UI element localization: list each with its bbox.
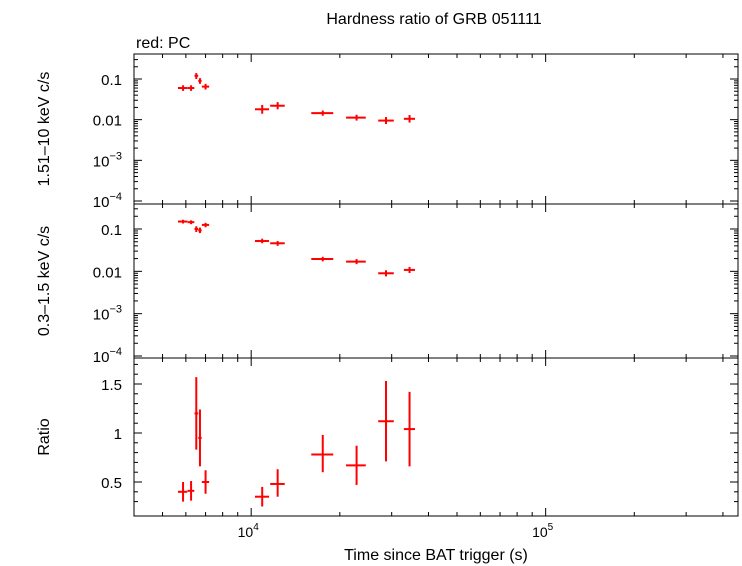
data-point-hard (311, 110, 334, 116)
data-point-ratio (270, 469, 285, 497)
y-tick-label: 10−4 (93, 191, 122, 211)
x-tick-label: 105 (532, 522, 554, 540)
y-tick-label: 10−3 (93, 150, 122, 170)
legend-label: red: PC (136, 35, 190, 52)
y-axis-label-hard: 1.51–10 keV c/s (36, 72, 53, 187)
x-axis-label: Time since BAT trigger (s) (344, 547, 528, 564)
axis-ticks (133, 54, 738, 516)
data-points (177, 73, 415, 507)
data-point-ratio (378, 381, 394, 462)
data-point-hard (198, 78, 202, 84)
data-point-soft (270, 241, 285, 246)
y-tick-label: 1 (114, 426, 122, 443)
panel-soft-frame (133, 203, 739, 359)
data-point-soft (346, 259, 366, 265)
panel-ratio-frame (133, 357, 739, 517)
y-tick-label: 1.5 (101, 377, 122, 394)
x-tick-label: 104 (238, 522, 260, 540)
data-point-soft (187, 220, 195, 225)
y-tick-label: 0.1 (101, 222, 122, 239)
data-point-ratio (187, 481, 195, 501)
panel-hard-frame (133, 53, 739, 205)
data-point-hard (254, 104, 270, 114)
chart-title: Hardness ratio of GRB 051111 (326, 11, 541, 28)
data-point-ratio (198, 409, 202, 467)
data-point-soft (177, 219, 188, 224)
data-point-ratio (177, 482, 188, 502)
data-point-hard (403, 115, 415, 123)
data-point-soft (311, 256, 334, 262)
y-tick-label: 10−4 (93, 346, 122, 366)
y-tick-label: 0.1 (101, 72, 122, 89)
data-point-hard (378, 117, 394, 125)
data-point-ratio (403, 391, 415, 467)
data-point-soft (198, 227, 202, 234)
data-point-hard (346, 114, 366, 121)
data-point-ratio (311, 434, 334, 473)
data-point-soft (254, 238, 270, 244)
y-tick-label: 10−3 (93, 304, 122, 324)
data-point-hard (187, 85, 195, 91)
data-point-soft (201, 222, 210, 228)
data-point-soft (403, 266, 415, 274)
data-point-ratio (254, 486, 270, 507)
data-point-hard (177, 85, 188, 91)
y-tick-label: 0.01 (93, 113, 122, 130)
data-point-hard (201, 83, 210, 90)
y-axis-label-soft: 0.3–1.5 keV c/s (36, 226, 53, 336)
data-point-ratio (346, 445, 366, 485)
data-point-ratio (201, 470, 210, 494)
axis-labels: 104 105 0.1 0.01 10−3 10−4 1.51–10 keV c/s 0.1 0… (36, 72, 554, 540)
y-tick-label: 0.5 (101, 475, 122, 492)
data-point-soft (378, 270, 394, 277)
data-point-hard (270, 102, 285, 110)
data-point-hard (194, 73, 199, 79)
y-axis-label-ratio: Ratio (36, 418, 53, 455)
data-point-soft (194, 226, 199, 232)
data-point-ratio (194, 377, 199, 450)
y-tick-label: 0.01 (93, 264, 122, 281)
